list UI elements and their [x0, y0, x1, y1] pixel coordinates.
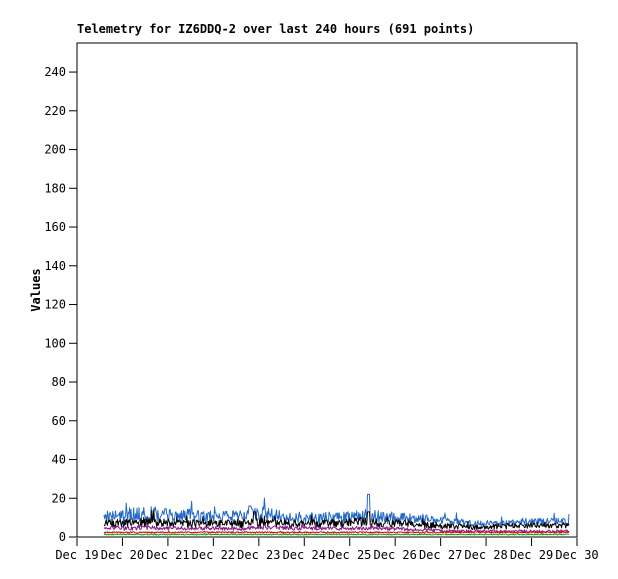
x-tick-label: Dec 20 [101, 548, 144, 562]
y-tick-label: 200 [44, 143, 66, 157]
y-tick-label: 20 [52, 491, 66, 505]
x-tick-label: Dec 30 [555, 548, 598, 562]
y-tick-label: 80 [52, 375, 66, 389]
telemetry-channel-red-line [103, 530, 570, 534]
x-tick-label: Dec 28 [464, 548, 507, 562]
x-tick-label: Dec 25 [328, 548, 371, 562]
chart-title: Telemetry for IZ6DDQ-2 over last 240 hou… [77, 22, 474, 36]
y-tick-label: 100 [44, 336, 66, 350]
y-axis-ticks: 0 20 40 60 80 100 120 140 160 180 200 220 240 [44, 65, 77, 544]
y-tick-label: 140 [44, 259, 66, 273]
y-tick-label: 240 [44, 65, 66, 79]
x-tick-label: Dec 19 [55, 548, 98, 562]
x-tick-label: Dec 26 [374, 548, 417, 562]
y-tick-label: 0 [59, 530, 66, 544]
y-tick-label: 40 [52, 453, 66, 467]
x-tick-label: Dec 29 [510, 548, 553, 562]
y-tick-label: 120 [44, 298, 66, 312]
telemetry-channel-black-line [103, 509, 570, 531]
x-tick-label: Dec 23 [237, 548, 280, 562]
x-tick-label: Dec 24 [283, 548, 326, 562]
plot-frame [76, 42, 578, 538]
x-tick-label: Dec 22 [192, 548, 235, 562]
y-tick-label: 180 [44, 181, 66, 195]
y-tick-label: 220 [44, 104, 66, 118]
series-lines [103, 493, 570, 536]
x-axis-ticks: Dec 19 Dec 20 Dec 21 Dec 22 Dec 23 Dec 24 Dec … [55, 538, 599, 562]
y-tick-label: 160 [44, 220, 66, 234]
telemetry-channel-purple-line [103, 523, 570, 534]
telemetry-channel-blue-line [103, 493, 570, 527]
y-tick-label: 60 [52, 414, 66, 428]
x-tick-label: Dec 21 [146, 548, 189, 562]
telemetry-channel-green-line [103, 532, 570, 536]
y-axis-label: Values [29, 268, 43, 311]
x-tick-label: Dec 27 [419, 548, 462, 562]
